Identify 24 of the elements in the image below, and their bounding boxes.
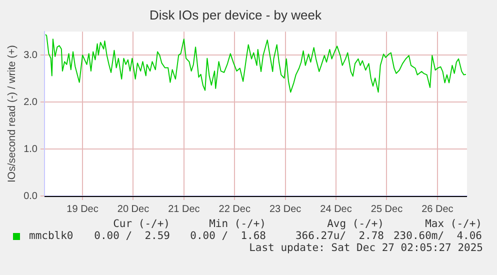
text: Avg (-/+) xyxy=(326,218,384,230)
y-tick-label: 1.0 xyxy=(24,144,38,155)
y-tick-label: 3.0 xyxy=(24,50,38,61)
legend-label: mmcblk0 xyxy=(29,230,74,242)
text: 0.00 / 1.68 xyxy=(189,230,266,242)
x-tick-label: 19 Dec xyxy=(66,204,98,215)
text: 366.27u/ 2.78 xyxy=(294,230,384,242)
x-tick-label: 23 Dec xyxy=(269,204,302,215)
chart-title: Disk IOs per device - by week xyxy=(150,7,322,22)
y-tick-label: 2.0 xyxy=(24,96,38,108)
x-tick-label: 21 Dec xyxy=(168,204,200,215)
y-tick-label: 0.0 xyxy=(24,190,38,202)
x-tick-label: 26 Dec xyxy=(422,204,454,215)
y-axis-title: IOs/second read (-) / write (+) xyxy=(6,45,18,183)
x-tick-label: 20 Dec xyxy=(117,204,150,215)
x-tick-label: 22 Dec xyxy=(218,204,250,215)
x-tick-label: 24 Dec xyxy=(320,204,352,215)
x-tick-label: 25 Dec xyxy=(370,204,403,215)
text: 230.60m/ 4.06 xyxy=(392,230,482,242)
text: Min (-/+) xyxy=(208,218,266,230)
text: Max (-/+) xyxy=(424,218,482,230)
text: Cur (-/+) xyxy=(112,218,170,230)
text: Last update: Sat Dec 27 02:05:27 2025 xyxy=(248,242,483,254)
text: 0.00 / 2.59 xyxy=(93,230,170,242)
